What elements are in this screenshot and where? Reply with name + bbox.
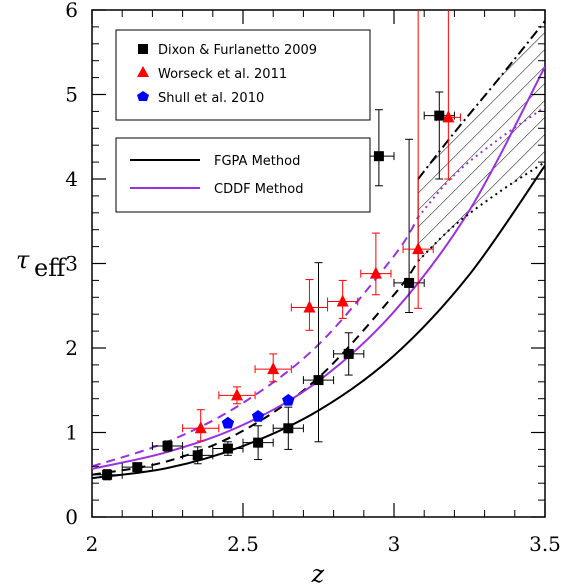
data-point-square [434,110,445,121]
data-point-square [162,441,173,452]
data-point-triangle [412,242,425,255]
y-tick-label: 1 [65,421,78,445]
legend-pentagon-marker [137,91,149,101]
data-point-pentagon [251,409,265,422]
data-point-triangle [369,266,382,279]
curve-dotted-5 [417,161,545,262]
data-point-pentagon [221,416,235,429]
hatched-band-layer [417,20,545,261]
legend-label-fgpa: FGPA Method [214,154,300,169]
data-point-square [102,469,113,480]
data-point-square [132,462,143,473]
legend-label-cddf: CDDF Method [214,182,303,197]
curve-solid-0 [92,164,545,480]
y-tick-label: 0 [65,505,78,529]
data-point-square [404,277,415,288]
data-point-triangle [194,421,207,434]
method-legend-box [115,137,371,213]
data-point-triangle [303,300,316,313]
data-point-square [253,437,264,448]
data-point-square [313,375,324,386]
data-point-square [192,450,203,461]
x-tick-label: 2 [86,532,99,556]
legend-label-shull: Shull et al. 2010 [158,91,264,106]
tick-layer: 2 2.5 3 3.5 0 1 2 3 4 5 6 [65,0,561,556]
data-point-triangle [230,388,243,401]
y-tick-label: 6 [65,0,78,22]
x-tick-label: 3.5 [529,532,561,556]
hatched-band [418,20,545,261]
y-tick-label: 3 [65,252,78,276]
points-legend-box [115,29,371,121]
curve-dashdot-6 [417,20,545,180]
y-axis-title: τ eff [16,246,67,282]
y-tick-label: 4 [65,167,78,191]
legend-label-dixon: Dixon & Furlanetto 2009 [158,43,317,58]
y-axis-title-sub: eff [34,254,67,282]
x-tick-label: 3 [388,532,401,556]
curve-dotted-4 [417,106,545,218]
curve-dashed-1 [92,260,419,476]
curve-dashed-3 [92,216,420,468]
curve-solid-2 [92,66,545,470]
legend-label-worseck: Worseck et al. 2011 [158,67,287,82]
x-tick-label: 2.5 [227,532,259,556]
legend-triangle-marker [137,66,149,77]
y-tick-label: 2 [65,336,78,360]
data-point-square [343,348,354,359]
y-tick-label: 5 [65,83,78,107]
data-point-triangle [336,294,349,307]
points-legend: Dixon & Furlanetto 2009 Worseck et al. 2… [115,29,371,121]
legend-square-marker [138,44,148,54]
data-point-square [283,423,294,434]
data-point-triangle [267,362,280,375]
data-point-pentagon [282,393,295,406]
data-point-square [222,443,233,454]
data-point-square [373,151,384,162]
x-axis-title: z [311,560,325,586]
method-legend: FGPA Method CDDF Method [115,137,371,213]
marker-layer [102,110,455,480]
data-point-triangle [442,110,455,123]
y-axis-title-main: τ [16,246,30,274]
